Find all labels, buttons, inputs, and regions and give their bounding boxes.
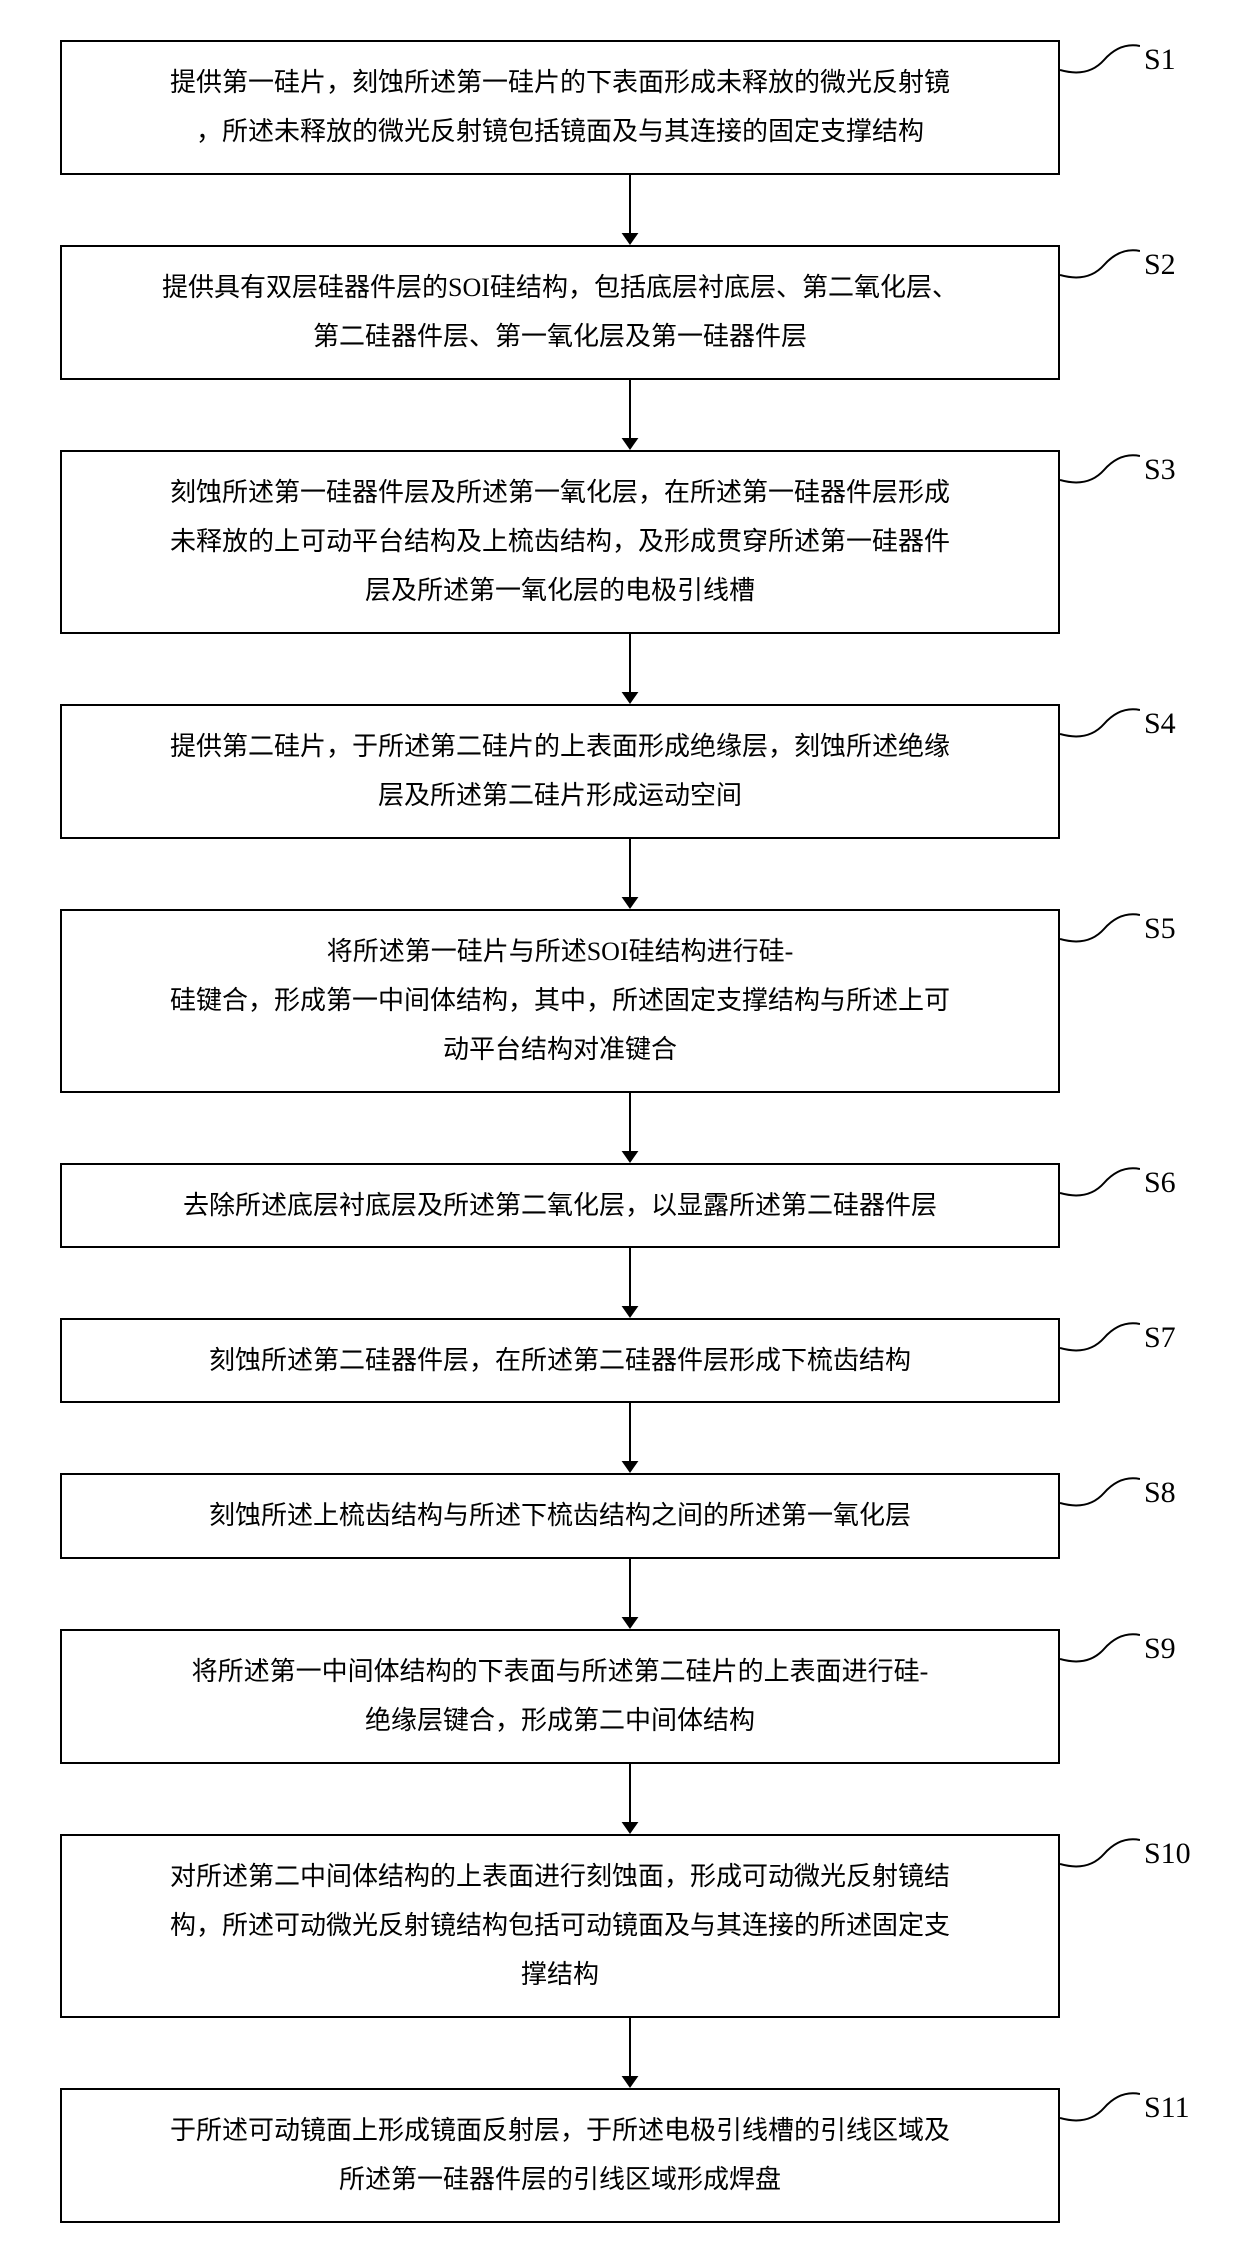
step-label-connector: S10 xyxy=(1060,1834,1191,1874)
flow-step-text-line: 刻蚀所述第二硅器件层，在所述第二硅器件层形成下梳齿结构 xyxy=(209,1336,911,1385)
step-label: S9 xyxy=(1144,1632,1176,1666)
flow-arrow xyxy=(130,634,1130,704)
step-label: S11 xyxy=(1144,2091,1190,2125)
flow-step-s4: 提供第二硅片，于所述第二硅片的上表面形成绝缘层，刻蚀所述绝缘层及所述第二硅片形成… xyxy=(40,704,1200,839)
flowchart-container: 提供第一硅片，刻蚀所述第一硅片的下表面形成未释放的微光反射镜，所述未释放的微光反… xyxy=(40,40,1200,2223)
flow-arrow xyxy=(130,1403,1130,1473)
flow-step-text-line: 动平台结构对准键合 xyxy=(443,1025,677,1074)
flow-arrow xyxy=(130,1559,1130,1629)
flow-step-box: 提供第二硅片，于所述第二硅片的上表面形成绝缘层，刻蚀所述绝缘层及所述第二硅片形成… xyxy=(60,704,1060,839)
flow-step-text-line: 将所述第一中间体结构的下表面与所述第二硅片的上表面进行硅- xyxy=(192,1647,929,1696)
step-label-connector: S6 xyxy=(1060,1163,1176,1203)
flow-step-s10: 对所述第二中间体结构的上表面进行刻蚀面，形成可动微光反射镜结构，所述可动微光反射… xyxy=(40,1834,1200,2018)
step-label-connector: S7 xyxy=(1060,1318,1176,1358)
step-label-connector: S3 xyxy=(1060,450,1176,490)
flow-step-box: 刻蚀所述第一硅器件层及所述第一氧化层，在所述第一硅器件层形成未释放的上可动平台结… xyxy=(60,450,1060,634)
flow-step-s5: 将所述第一硅片与所述SOI硅结构进行硅-硅键合，形成第一中间体结构，其中，所述固… xyxy=(40,909,1200,1093)
flow-step-text-line: ，所述未释放的微光反射镜包括镜面及与其连接的固定支撑结构 xyxy=(196,107,924,156)
flow-step-text-line: 对所述第二中间体结构的上表面进行刻蚀面，形成可动微光反射镜结 xyxy=(170,1852,950,1901)
flow-arrow xyxy=(130,2018,1130,2088)
step-label-connector: S4 xyxy=(1060,704,1176,744)
flow-step-s9: 将所述第一中间体结构的下表面与所述第二硅片的上表面进行硅-绝缘层键合，形成第二中… xyxy=(40,1629,1200,1764)
flow-arrow xyxy=(130,1093,1130,1163)
step-label: S5 xyxy=(1144,912,1176,946)
flow-step-box: 提供具有双层硅器件层的SOI硅结构，包括底层衬底层、第二氧化层、第二硅器件层、第… xyxy=(60,245,1060,380)
flow-step-text-line: 未释放的上可动平台结构及上梳齿结构，及形成贯穿所述第一硅器件 xyxy=(170,517,950,566)
flow-arrow xyxy=(130,839,1130,909)
flow-step-text-line: 第二硅器件层、第一氧化层及第一硅器件层 xyxy=(313,312,807,361)
flow-arrow xyxy=(130,1764,1130,1834)
step-label-connector: S9 xyxy=(1060,1629,1176,1669)
flow-step-text-line: 构，所述可动微光反射镜结构包括可动镜面及与其连接的所述固定支 xyxy=(170,1901,950,1950)
step-label-connector: S2 xyxy=(1060,245,1176,285)
step-label-connector: S8 xyxy=(1060,1473,1176,1513)
flow-step-box: 于所述可动镜面上形成镜面反射层，于所述电极引线槽的引线区域及所述第一硅器件层的引… xyxy=(60,2088,1060,2223)
step-label: S2 xyxy=(1144,248,1176,282)
flow-step-text-line: 层及所述第一氧化层的电极引线槽 xyxy=(365,566,755,615)
flow-step-text-line: 硅键合，形成第一中间体结构，其中，所述固定支撑结构与所述上可 xyxy=(170,976,950,1025)
flow-step-text-line: 所述第一硅器件层的引线区域形成焊盘 xyxy=(339,2155,781,2204)
flow-step-text-line: 层及所述第二硅片形成运动空间 xyxy=(378,771,742,820)
flow-step-text-line: 刻蚀所述第一硅器件层及所述第一氧化层，在所述第一硅器件层形成 xyxy=(170,468,950,517)
step-label-connector: S1 xyxy=(1060,40,1176,80)
step-label: S10 xyxy=(1144,1837,1191,1871)
flow-arrow xyxy=(130,380,1130,450)
flow-step-box: 对所述第二中间体结构的上表面进行刻蚀面，形成可动微光反射镜结构，所述可动微光反射… xyxy=(60,1834,1060,2018)
flow-step-s3: 刻蚀所述第一硅器件层及所述第一氧化层，在所述第一硅器件层形成未释放的上可动平台结… xyxy=(40,450,1200,634)
step-label: S8 xyxy=(1144,1476,1176,1510)
flow-step-text-line: 去除所述底层衬底层及所述第二氧化层，以显露所述第二硅器件层 xyxy=(183,1181,937,1230)
flow-step-text-line: 刻蚀所述上梳齿结构与所述下梳齿结构之间的所述第一氧化层 xyxy=(209,1491,911,1540)
flow-step-box: 去除所述底层衬底层及所述第二氧化层，以显露所述第二硅器件层 xyxy=(60,1163,1060,1248)
flow-step-text-line: 于所述可动镜面上形成镜面反射层，于所述电极引线槽的引线区域及 xyxy=(170,2106,950,2155)
flow-step-text-line: 绝缘层键合，形成第二中间体结构 xyxy=(365,1696,755,1745)
step-label-connector: S5 xyxy=(1060,909,1176,949)
step-label: S6 xyxy=(1144,1166,1176,1200)
flow-step-box: 将所述第一中间体结构的下表面与所述第二硅片的上表面进行硅-绝缘层键合，形成第二中… xyxy=(60,1629,1060,1764)
flow-step-box: 将所述第一硅片与所述SOI硅结构进行硅-硅键合，形成第一中间体结构，其中，所述固… xyxy=(60,909,1060,1093)
flow-step-s7: 刻蚀所述第二硅器件层，在所述第二硅器件层形成下梳齿结构 S7 xyxy=(40,1318,1200,1403)
flow-step-box: 刻蚀所述第二硅器件层，在所述第二硅器件层形成下梳齿结构 xyxy=(60,1318,1060,1403)
flow-arrow xyxy=(130,1248,1130,1318)
step-label: S4 xyxy=(1144,707,1176,741)
flow-step-box: 刻蚀所述上梳齿结构与所述下梳齿结构之间的所述第一氧化层 xyxy=(60,1473,1060,1558)
flow-step-s8: 刻蚀所述上梳齿结构与所述下梳齿结构之间的所述第一氧化层 S8 xyxy=(40,1473,1200,1558)
flow-step-s6: 去除所述底层衬底层及所述第二氧化层，以显露所述第二硅器件层 S6 xyxy=(40,1163,1200,1248)
step-label: S1 xyxy=(1144,43,1176,77)
flow-arrow xyxy=(130,175,1130,245)
flow-step-text-line: 提供具有双层硅器件层的SOI硅结构，包括底层衬底层、第二氧化层、 xyxy=(162,263,958,312)
flow-step-text-line: 提供第二硅片，于所述第二硅片的上表面形成绝缘层，刻蚀所述绝缘 xyxy=(170,722,950,771)
step-label: S7 xyxy=(1144,1321,1176,1355)
flow-step-s11: 于所述可动镜面上形成镜面反射层，于所述电极引线槽的引线区域及所述第一硅器件层的引… xyxy=(40,2088,1200,2223)
step-label-connector: S11 xyxy=(1060,2088,1190,2128)
flow-step-text-line: 将所述第一硅片与所述SOI硅结构进行硅- xyxy=(327,927,794,976)
flow-step-box: 提供第一硅片，刻蚀所述第一硅片的下表面形成未释放的微光反射镜，所述未释放的微光反… xyxy=(60,40,1060,175)
flow-step-text-line: 提供第一硅片，刻蚀所述第一硅片的下表面形成未释放的微光反射镜 xyxy=(170,58,950,107)
step-label: S3 xyxy=(1144,453,1176,487)
flow-step-s2: 提供具有双层硅器件层的SOI硅结构，包括底层衬底层、第二氧化层、第二硅器件层、第… xyxy=(40,245,1200,380)
flow-step-s1: 提供第一硅片，刻蚀所述第一硅片的下表面形成未释放的微光反射镜，所述未释放的微光反… xyxy=(40,40,1200,175)
flow-step-text-line: 撑结构 xyxy=(521,1950,599,1999)
